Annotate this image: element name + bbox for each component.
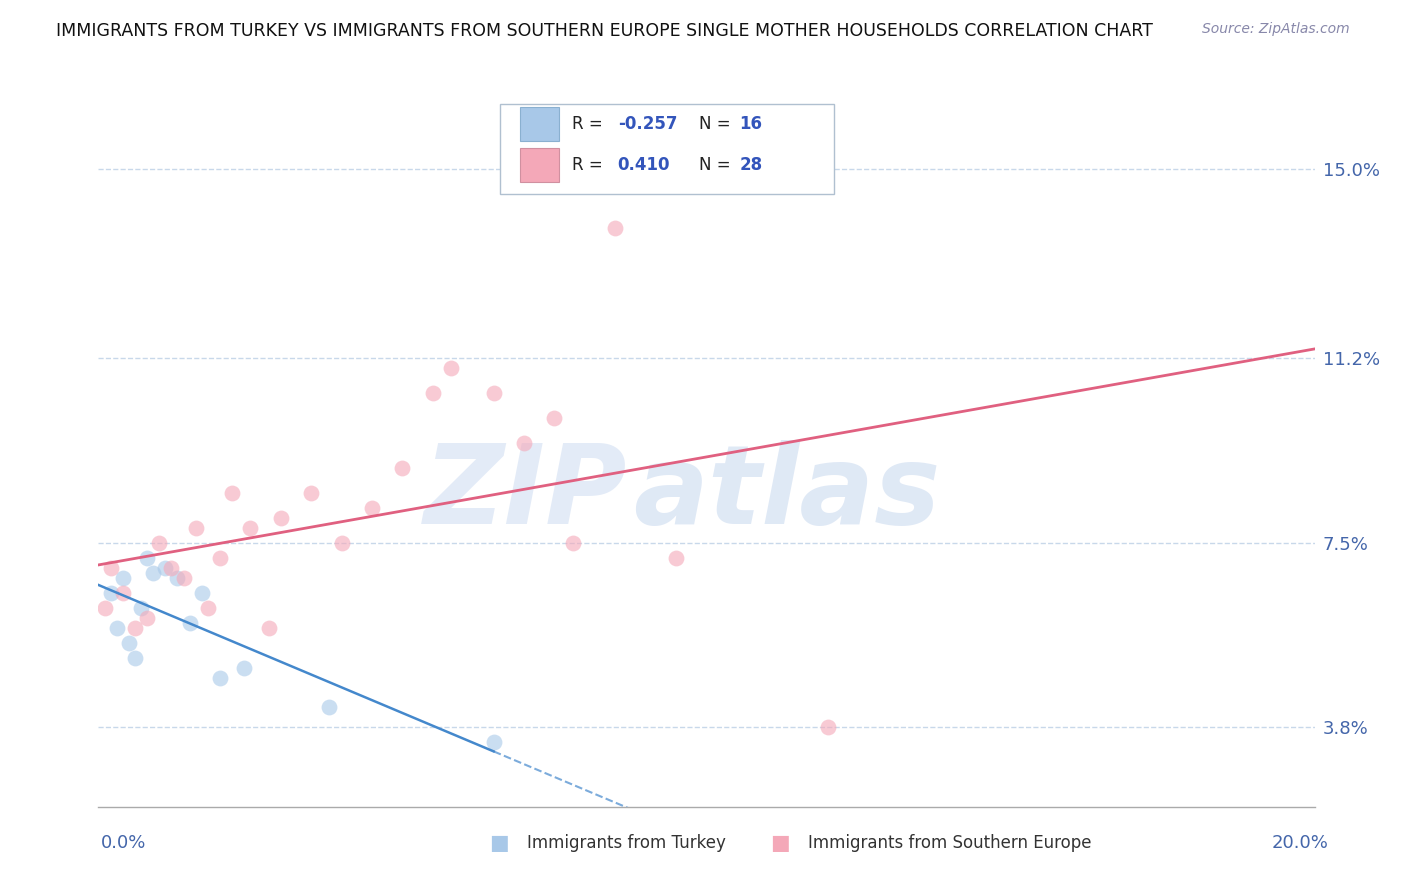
Point xyxy=(111,571,134,585)
Point xyxy=(209,550,232,565)
Point xyxy=(118,635,141,649)
Text: ■: ■ xyxy=(770,833,790,853)
Point xyxy=(136,610,159,624)
Point xyxy=(184,521,207,535)
Point xyxy=(482,735,505,749)
Point xyxy=(166,571,188,585)
Point xyxy=(129,600,152,615)
Point xyxy=(100,585,122,599)
Point xyxy=(148,535,170,549)
FancyBboxPatch shape xyxy=(520,106,560,141)
Point xyxy=(105,621,128,635)
Point xyxy=(270,511,292,525)
Text: R =: R = xyxy=(571,115,602,133)
Point xyxy=(665,550,688,565)
Point xyxy=(817,720,839,734)
FancyBboxPatch shape xyxy=(499,104,834,194)
Point xyxy=(299,486,322,500)
Text: atlas: atlas xyxy=(634,440,941,547)
Point xyxy=(361,500,384,515)
Text: R =: R = xyxy=(571,156,602,174)
Point xyxy=(239,521,262,535)
Point xyxy=(543,411,565,425)
Text: IMMIGRANTS FROM TURKEY VS IMMIGRANTS FROM SOUTHERN EUROPE SINGLE MOTHER HOUSEHOL: IMMIGRANTS FROM TURKEY VS IMMIGRANTS FRO… xyxy=(56,22,1153,40)
Text: 28: 28 xyxy=(740,156,762,174)
FancyBboxPatch shape xyxy=(520,147,560,182)
Point xyxy=(155,560,177,574)
Text: 16: 16 xyxy=(740,115,762,133)
Text: ZIP: ZIP xyxy=(425,440,627,547)
Point xyxy=(93,600,115,615)
Point xyxy=(100,560,122,574)
Text: 20.0%: 20.0% xyxy=(1272,834,1329,852)
Point xyxy=(221,486,243,500)
Point xyxy=(197,600,219,615)
Point xyxy=(561,535,583,549)
Point xyxy=(124,650,146,665)
Point xyxy=(605,221,627,235)
Text: Immigrants from Turkey: Immigrants from Turkey xyxy=(527,834,725,852)
Point xyxy=(391,461,413,475)
Text: Source: ZipAtlas.com: Source: ZipAtlas.com xyxy=(1202,22,1350,37)
Point xyxy=(209,671,232,685)
Text: 0.0%: 0.0% xyxy=(101,834,146,852)
Point xyxy=(173,571,195,585)
Text: Immigrants from Southern Europe: Immigrants from Southern Europe xyxy=(808,834,1092,852)
Point xyxy=(482,386,505,401)
Point xyxy=(440,361,463,376)
Point xyxy=(330,535,353,549)
Point xyxy=(111,585,134,599)
Point xyxy=(422,386,444,401)
Point xyxy=(257,621,280,635)
Text: N =: N = xyxy=(699,115,731,133)
Point xyxy=(136,550,159,565)
Point xyxy=(142,566,165,580)
Point xyxy=(160,560,183,574)
Point xyxy=(318,700,340,714)
Text: -0.257: -0.257 xyxy=(617,115,678,133)
Text: 0.410: 0.410 xyxy=(617,156,671,174)
Text: N =: N = xyxy=(699,156,731,174)
Point xyxy=(124,621,146,635)
Point xyxy=(233,660,256,674)
Point xyxy=(191,585,214,599)
Point xyxy=(513,436,536,450)
Point xyxy=(179,615,201,630)
Text: ■: ■ xyxy=(489,833,509,853)
